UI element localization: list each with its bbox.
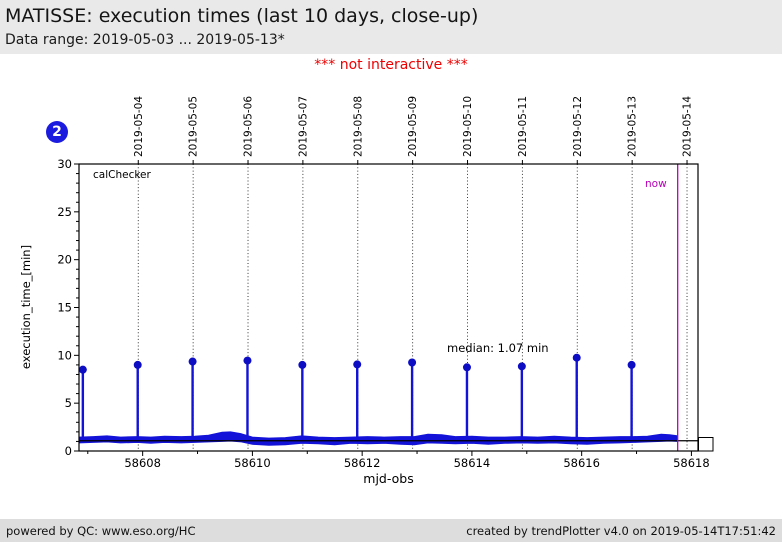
spike-marker-dot xyxy=(243,356,252,365)
x-tick-label: 58614 xyxy=(454,456,491,470)
x-tick-label: 58608 xyxy=(124,456,161,470)
x-tick-label: 58610 xyxy=(234,456,271,470)
date-tick-label: 2019-05-13 xyxy=(627,96,639,157)
median-annotation: median: 1.07 min xyxy=(447,341,549,355)
y-tick-label: 25 xyxy=(57,205,72,219)
date-tick-label: 2019-05-08 xyxy=(352,96,364,157)
plot-number-badge: 2 xyxy=(46,121,68,143)
x-tick-label: 58616 xyxy=(563,456,600,470)
date-tick-label: 2019-05-05 xyxy=(188,96,200,157)
footer-powered-by: powered by QC: www.eso.org/HC xyxy=(6,523,196,538)
data-range-subtitle: Data range: 2019-05-03 ... 2019-05-13* xyxy=(5,32,285,48)
date-tick-label: 2019-05-10 xyxy=(462,96,474,157)
spike-marker-dot xyxy=(78,365,87,374)
spike-marker-dot xyxy=(462,363,471,372)
report-footer-band: powered by QC: www.eso.org/HC created by… xyxy=(0,519,782,542)
spike-marker-dot xyxy=(133,360,142,369)
date-tick-label: 2019-05-09 xyxy=(407,96,419,157)
y-tick-label: 30 xyxy=(57,157,72,171)
date-tick-label: 2019-05-12 xyxy=(572,96,584,157)
date-tick-label: 2019-05-06 xyxy=(243,96,255,157)
spike-marker-dot xyxy=(572,353,581,362)
not-interactive-notice: *** not interactive *** xyxy=(314,57,468,73)
page-title: MATISSE: execution times (last 10 days, … xyxy=(5,5,479,27)
report-header-band: MATISSE: execution times (last 10 days, … xyxy=(0,0,782,54)
date-tick-label: 2019-05-11 xyxy=(517,96,529,157)
spike-marker-dot xyxy=(353,360,362,369)
spike-marker-dot xyxy=(188,357,197,366)
now-label: now xyxy=(645,178,667,190)
spike-marker-dot xyxy=(517,362,526,371)
date-tick-label: 2019-05-07 xyxy=(297,96,309,157)
inset-label-calchecker: calChecker xyxy=(93,169,152,181)
date-tick-label: 2019-05-14 xyxy=(682,96,694,157)
baseline-band-series xyxy=(79,431,678,446)
y-tick-label: 10 xyxy=(57,348,72,362)
y-tick-label: 20 xyxy=(57,253,72,267)
spike-marker-dot xyxy=(627,360,636,369)
y-tick-label: 15 xyxy=(57,301,72,315)
last-value-box xyxy=(698,437,714,452)
date-tick-label: 2019-05-04 xyxy=(133,96,145,157)
spike-marker-dot xyxy=(408,358,417,367)
x-tick-label: 58618 xyxy=(673,456,710,470)
x-axis-label: mjd-obs xyxy=(363,471,413,486)
x-tick-label: 58612 xyxy=(344,456,381,470)
spike-marker-dot xyxy=(298,360,307,369)
y-tick-label: 0 xyxy=(65,444,72,458)
y-axis-label: execution_time_[min] xyxy=(19,245,33,369)
y-tick-label: 5 xyxy=(65,396,72,410)
plot-frame xyxy=(78,163,699,452)
footer-created-by: created by trendPlotter v4.0 on 2019-05-… xyxy=(466,523,776,538)
